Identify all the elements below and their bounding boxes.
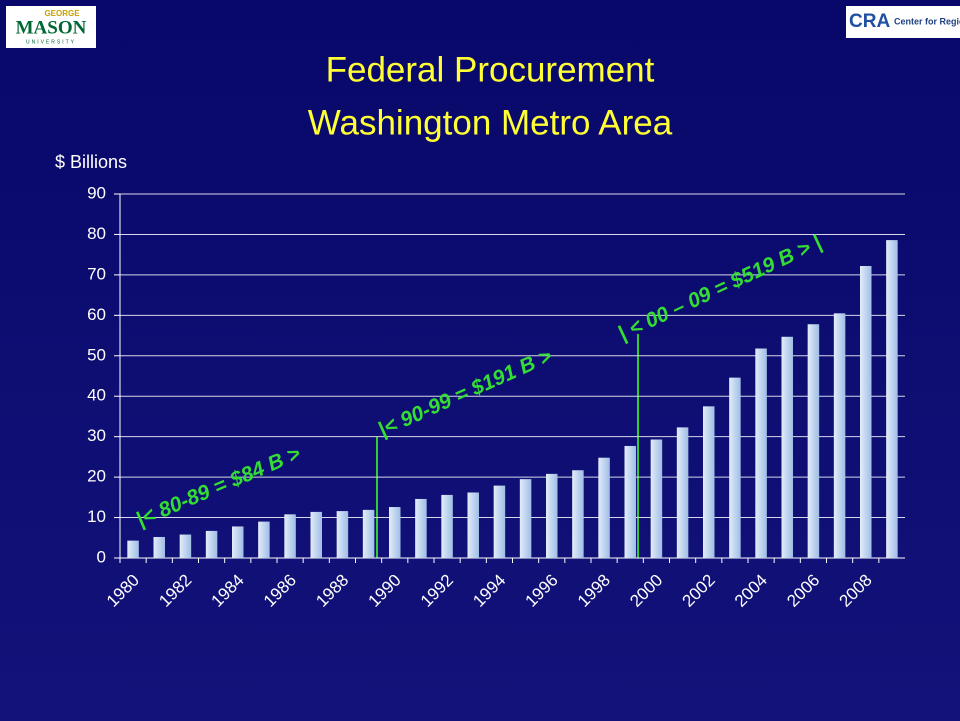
gmu-logo: GEORGE MASON UNIVERSITY <box>6 6 96 48</box>
y-tick-label: 20 <box>87 467 106 486</box>
bar <box>258 521 270 558</box>
bar <box>676 427 689 558</box>
y-tick-label: 0 <box>97 547 106 566</box>
logo-box <box>846 6 960 38</box>
bar <box>441 494 453 558</box>
y-tick-label: 30 <box>87 426 106 445</box>
logo-text: UNIVERSITY <box>26 39 76 45</box>
bar <box>545 473 558 558</box>
bar <box>519 479 532 558</box>
y-tick-label: 70 <box>87 264 106 283</box>
bar <box>624 445 637 558</box>
y-axis-label: $ Billions <box>55 152 127 172</box>
bar <box>493 485 506 558</box>
y-tick-label: 10 <box>87 507 106 526</box>
bar <box>755 348 767 558</box>
chart-title: Federal Procurement <box>326 50 655 89</box>
bar <box>362 509 375 558</box>
bar <box>205 530 218 558</box>
y-tick-label: 50 <box>87 345 106 364</box>
cra-logo: CRA Center for Regional Analys <box>846 6 960 38</box>
bar <box>781 336 794 558</box>
bar <box>153 536 166 558</box>
bar <box>702 406 715 558</box>
chart-title: Washington Metro Area <box>308 103 673 142</box>
bar <box>833 313 846 558</box>
bar <box>388 507 401 558</box>
logo-text: Center for Regional Analys <box>894 16 960 26</box>
bar <box>467 492 480 558</box>
logo-text: GEORGE <box>44 9 80 18</box>
bar <box>572 470 584 558</box>
bar <box>284 514 296 558</box>
bar <box>415 498 427 558</box>
y-tick-label: 40 <box>87 386 106 405</box>
bar <box>336 511 349 558</box>
logo-text: MASON <box>16 17 87 38</box>
bar <box>179 534 192 558</box>
y-tick-label: 80 <box>87 224 106 243</box>
bar <box>598 457 610 558</box>
bar <box>650 439 663 558</box>
bar <box>231 526 244 558</box>
bar <box>886 240 898 558</box>
bar <box>729 377 741 558</box>
y-tick-label: 90 <box>87 183 106 202</box>
y-tick-label: 60 <box>87 305 106 324</box>
bar <box>127 540 139 558</box>
bar <box>807 324 820 558</box>
logo-box <box>6 6 96 48</box>
bar <box>859 265 872 558</box>
bar <box>310 511 323 558</box>
logo-text: CRA <box>849 11 890 32</box>
